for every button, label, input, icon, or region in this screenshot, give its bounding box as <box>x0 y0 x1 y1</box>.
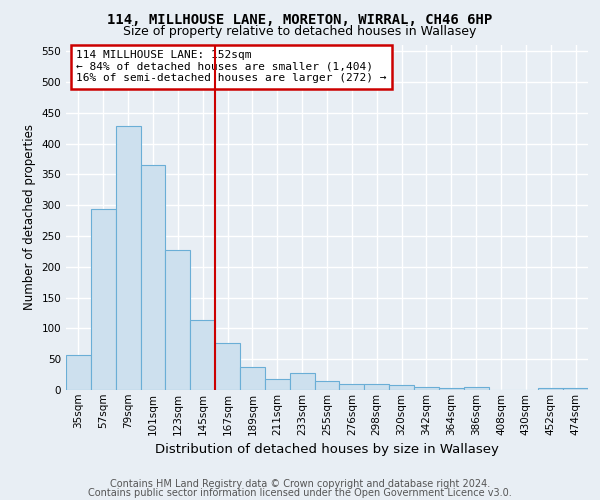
Bar <box>190 320 215 390</box>
Text: Contains HM Land Registry data © Crown copyright and database right 2024.: Contains HM Land Registry data © Crown c… <box>110 479 490 489</box>
Bar <box>215 343 240 390</box>
Bar <box>140 165 166 390</box>
Bar <box>290 374 314 390</box>
Bar <box>439 388 464 390</box>
Bar <box>364 384 389 390</box>
Bar <box>314 381 340 390</box>
Text: Size of property relative to detached houses in Wallasey: Size of property relative to detached ho… <box>124 25 476 38</box>
Bar <box>66 355 91 390</box>
Bar <box>116 126 140 390</box>
Bar <box>414 387 439 390</box>
Bar <box>91 210 116 390</box>
Text: 114, MILLHOUSE LANE, MORETON, WIRRAL, CH46 6HP: 114, MILLHOUSE LANE, MORETON, WIRRAL, CH… <box>107 12 493 26</box>
Bar <box>166 250 190 390</box>
Text: Contains public sector information licensed under the Open Government Licence v3: Contains public sector information licen… <box>88 488 512 498</box>
Bar <box>538 388 563 390</box>
Bar <box>240 366 265 390</box>
Bar <box>389 385 414 390</box>
Text: 114 MILLHOUSE LANE: 152sqm
← 84% of detached houses are smaller (1,404)
16% of s: 114 MILLHOUSE LANE: 152sqm ← 84% of deta… <box>76 50 387 84</box>
Bar <box>563 388 588 390</box>
X-axis label: Distribution of detached houses by size in Wallasey: Distribution of detached houses by size … <box>155 443 499 456</box>
Bar <box>265 379 290 390</box>
Bar <box>340 384 364 390</box>
Y-axis label: Number of detached properties: Number of detached properties <box>23 124 36 310</box>
Bar <box>464 387 488 390</box>
